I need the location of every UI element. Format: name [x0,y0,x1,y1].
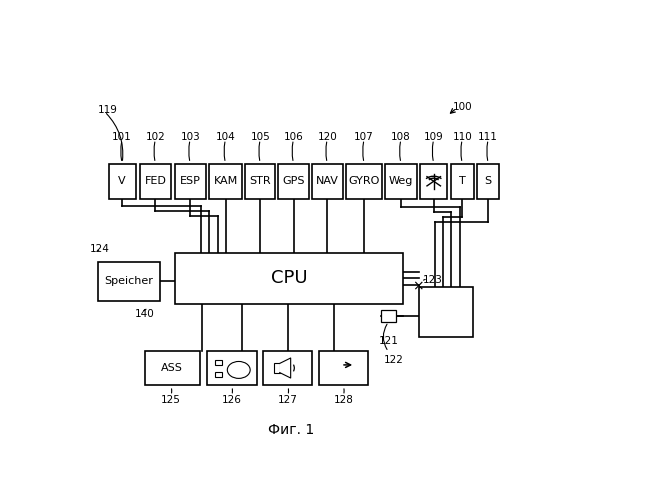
Bar [210,164,242,198]
Text: STR: STR [249,176,271,186]
Bar [145,350,200,386]
Text: 111: 111 [478,132,498,142]
Text: 140: 140 [135,309,154,319]
Bar [312,164,343,198]
Text: 105: 105 [251,132,270,142]
Text: S: S [484,176,492,186]
Text: GPS: GPS [282,176,305,186]
Bar [419,287,473,337]
Text: Фиг. 1: Фиг. 1 [268,424,315,438]
Bar [207,350,257,386]
Bar [381,310,397,322]
Text: Speicher: Speicher [105,276,153,286]
Bar [215,372,222,377]
Text: NAV: NAV [316,176,339,186]
Text: 110: 110 [452,132,472,142]
Text: 125: 125 [161,394,181,404]
Bar [274,364,280,372]
Bar [245,164,275,198]
Text: FED: FED [145,176,166,186]
Bar [109,164,135,198]
Text: ×: × [412,279,423,293]
Text: 121: 121 [379,336,399,346]
Bar [385,164,417,198]
Text: KAM: KAM [213,176,238,186]
Text: 126: 126 [222,394,242,404]
Bar [451,164,474,198]
Text: 102: 102 [145,132,165,142]
Text: ESP: ESP [180,176,200,186]
Text: 107: 107 [354,132,374,142]
Text: GYRO: GYRO [348,176,380,186]
Text: 123: 123 [423,275,443,285]
Bar [215,360,222,365]
Text: 109: 109 [424,132,444,142]
Bar [477,164,499,198]
Text: 108: 108 [391,132,411,142]
Polygon shape [280,358,291,378]
Text: 100: 100 [452,102,472,112]
Bar [140,164,171,198]
Text: 122: 122 [384,354,404,364]
Text: 104: 104 [216,132,235,142]
Bar [175,252,403,304]
Text: 128: 128 [334,394,353,404]
Bar [263,350,312,386]
Text: 120: 120 [318,132,337,142]
Text: 127: 127 [278,394,297,404]
Text: V: V [119,176,126,186]
Text: Weg: Weg [389,176,413,186]
Bar [98,262,159,300]
Text: 124: 124 [90,244,110,254]
Bar [279,164,309,198]
Bar [319,350,368,386]
Text: ASS: ASS [161,363,183,373]
Bar [420,164,448,198]
Text: 119: 119 [98,105,118,115]
Text: 101: 101 [113,132,132,142]
Text: CPU: CPU [271,270,307,287]
Text: T: T [459,176,466,186]
Bar [346,164,382,198]
Text: 106: 106 [283,132,304,142]
Bar [175,164,206,198]
Circle shape [227,362,250,378]
Text: 103: 103 [180,132,200,142]
